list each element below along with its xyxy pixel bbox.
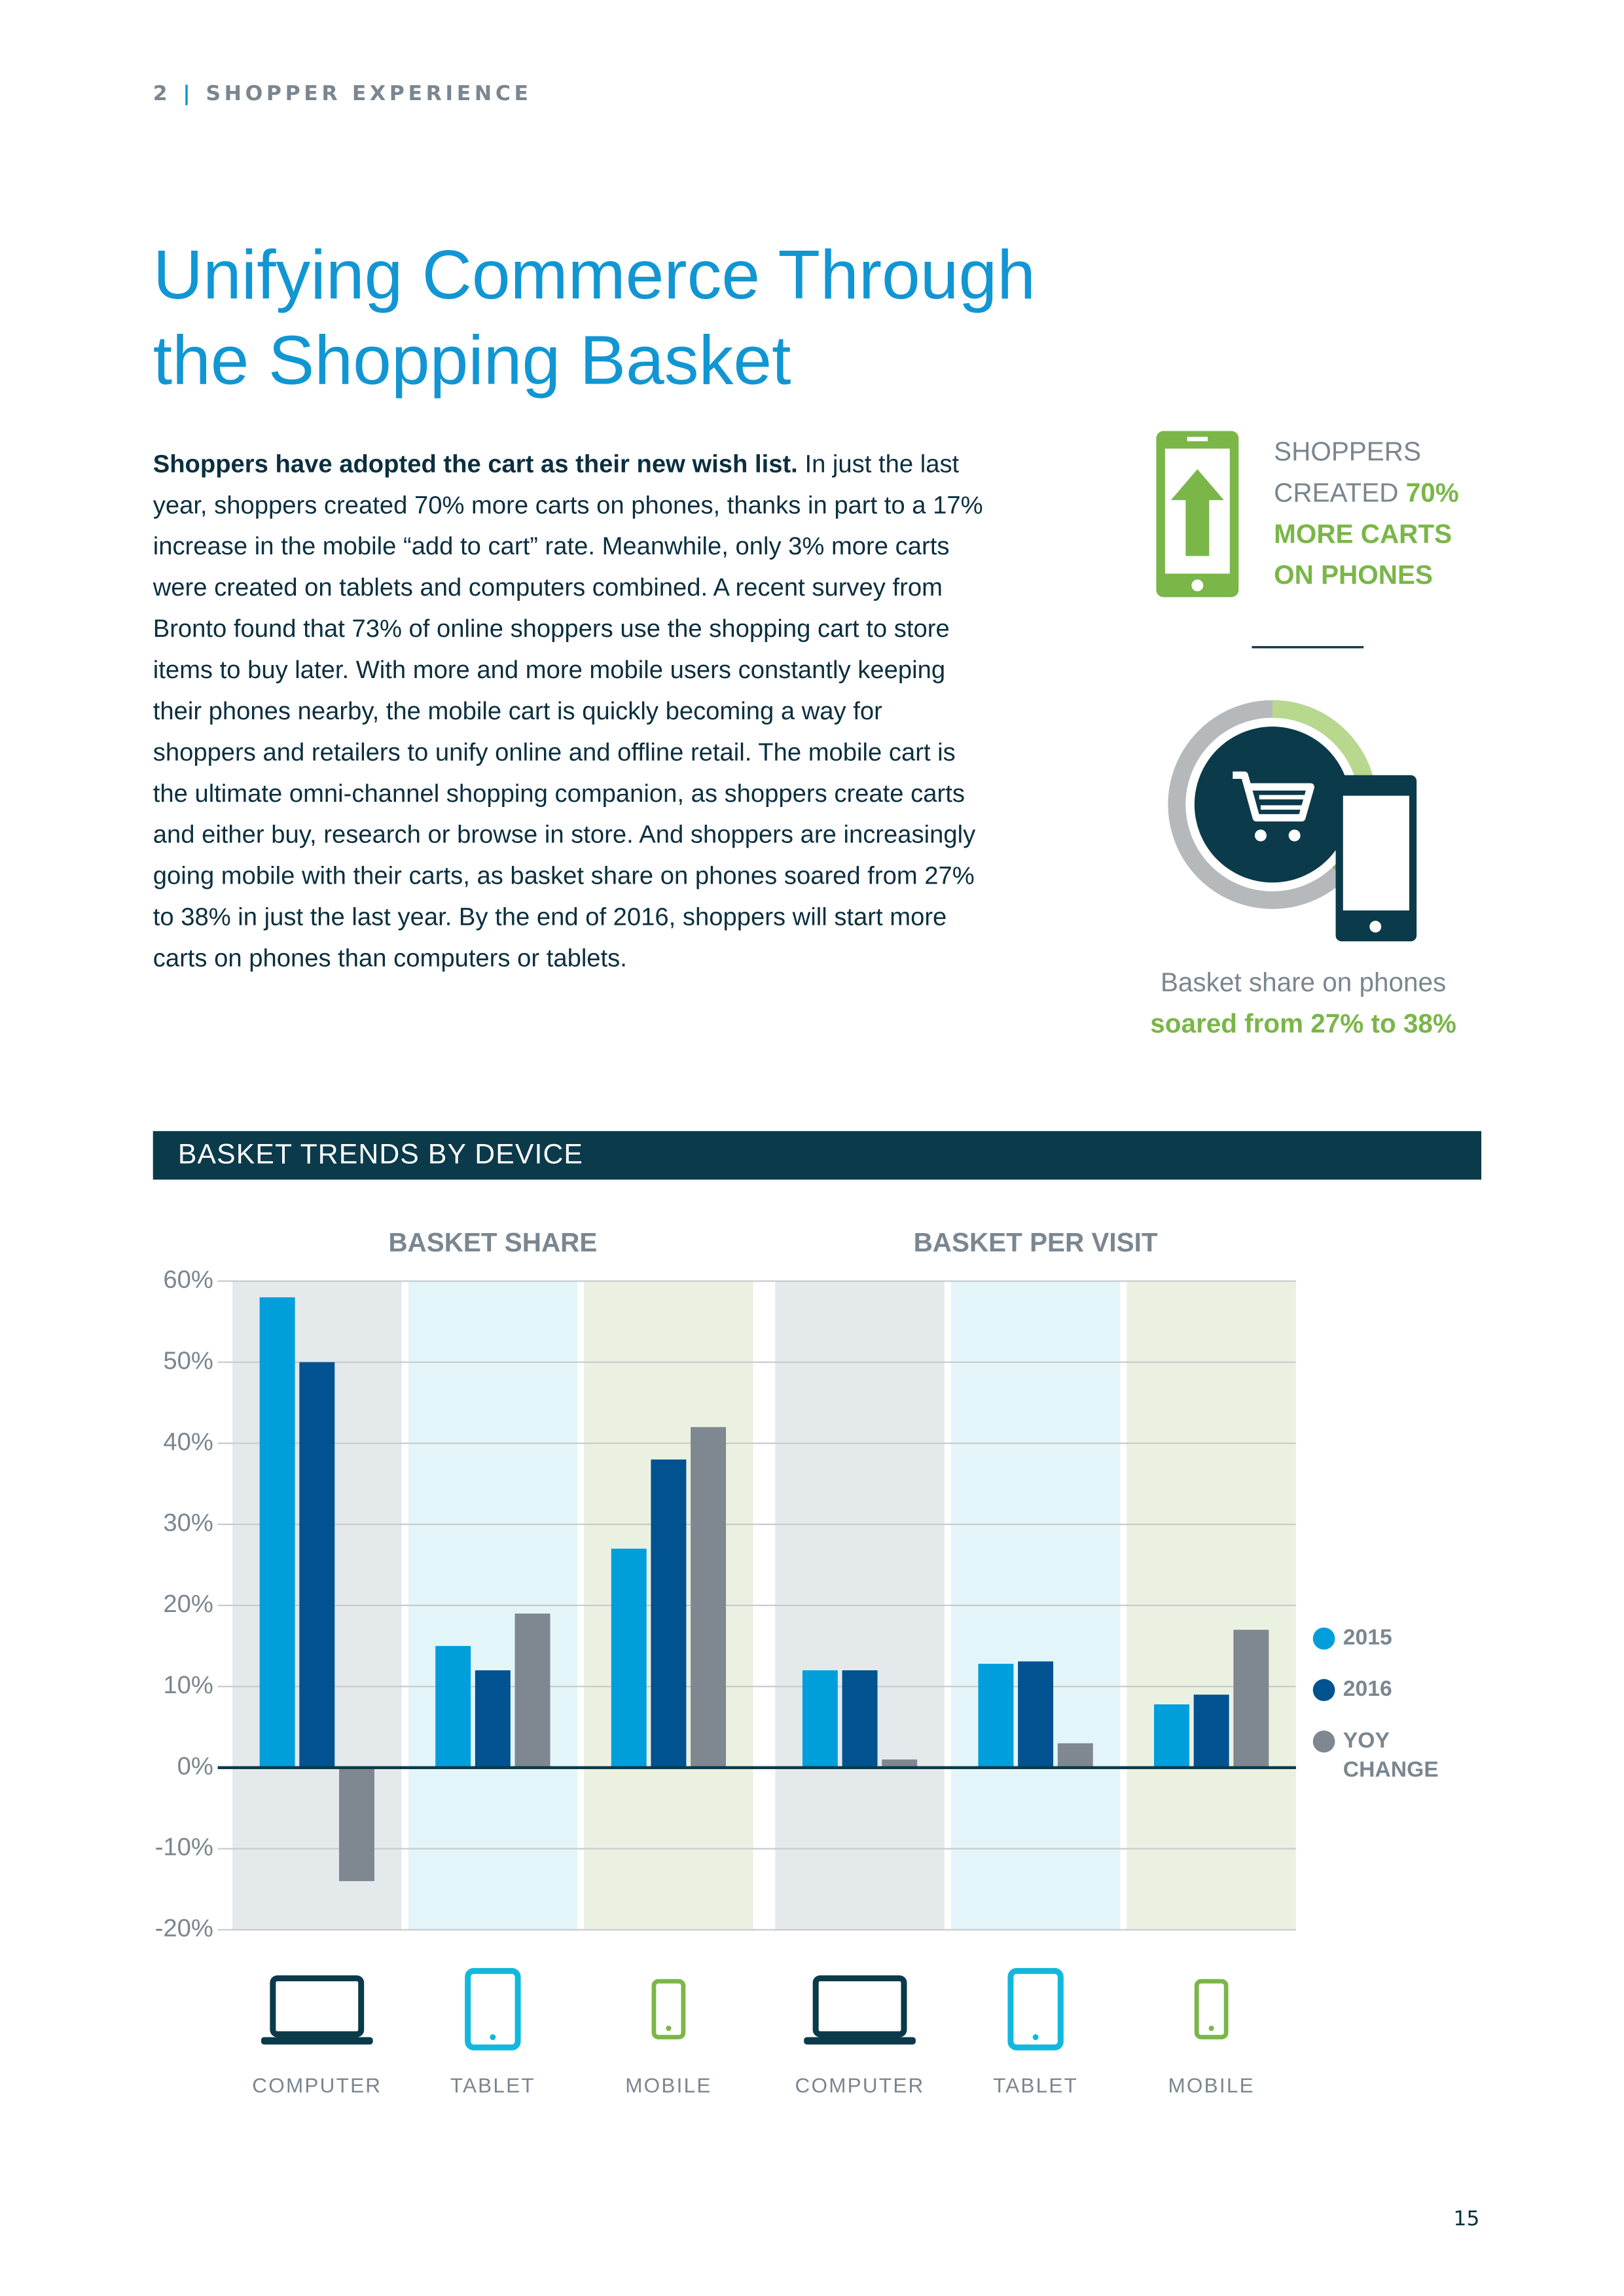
group-label: BASKET PER VISIT (914, 1227, 1158, 1257)
bar (1233, 1630, 1269, 1768)
bar (882, 1759, 918, 1768)
x-tick-label: COMPUTER (252, 2074, 382, 2097)
section-number: 2 (153, 82, 171, 106)
legend-label: 2016 (1343, 1676, 1392, 1701)
chart: -20% -10% 0% 10% 20% 30% 40% 50% 60% BASKET SHARE… (155, 1227, 1439, 2097)
bar (1193, 1695, 1229, 1768)
phone-icon (1156, 431, 1239, 598)
section-bar: BASKET TRENDS BY DEVICE (153, 1131, 1482, 1180)
bar (1018, 1661, 1054, 1768)
paragraph: In just the last year, shoppers created … (153, 450, 983, 973)
callout: SHOPPERS CREATED 70% MORE CARTS ON PHONE… (1274, 431, 1480, 596)
y-tick-label: 10% (163, 1671, 213, 1699)
callout: Basket share on phones soared from 27% to… (1118, 962, 1489, 1045)
x-tick-label: TABLET (450, 2074, 535, 2097)
y-tick-label: 30% (163, 1509, 213, 1537)
legend-label: 2015 (1343, 1624, 1392, 1649)
section-bar-title: BASKET TRENDS BY DEVICE (177, 1139, 584, 1171)
mobile-icon (651, 1979, 686, 2039)
header: 2 | SHOPPER EXPERIENCE (153, 82, 532, 106)
y-tick-label: 60% (163, 1265, 213, 1293)
computer-icon (812, 1975, 907, 2037)
y-tick-label: 20% (163, 1590, 213, 1618)
x-tick-label: MOBILE (625, 2074, 712, 2097)
y-tick-label: -20% (155, 1914, 213, 1943)
computer-icon (261, 2037, 373, 2045)
callout-text: SHOPPERS CREATED (1274, 437, 1421, 508)
bar (611, 1549, 647, 1768)
x-tick-label: MOBILE (1168, 2074, 1254, 2097)
bar (978, 1664, 1014, 1768)
callout-highlight: 70% MORE CARTS ON PHONES (1274, 478, 1459, 590)
callout-highlight: soared from 27% to 38% (1150, 1009, 1456, 1039)
legend-swatch (1312, 1730, 1335, 1753)
tablet-icon (490, 2034, 496, 2041)
bar (259, 1297, 295, 1768)
title: Unifying Commerce Through the Shopping B… (153, 232, 1036, 403)
title-line: Unifying Commerce Through (153, 235, 1036, 314)
bar (339, 1767, 374, 1882)
bar (475, 1670, 511, 1768)
title-line: the Shopping Basket (153, 320, 791, 399)
legend-label: YOY CHANGE (1343, 1728, 1439, 1782)
body-text: Shoppers have adopted the cart as their … (153, 444, 992, 980)
bar (435, 1645, 471, 1768)
x-tick-label: COMPUTER (795, 2074, 925, 2097)
tablet-icon (1007, 1967, 1064, 2051)
bar (651, 1459, 687, 1768)
tablet-icon (1032, 2034, 1039, 2041)
group-label: BASKET SHARE (388, 1227, 597, 1257)
y-tick-label: -10% (155, 1833, 213, 1861)
bar (691, 1427, 727, 1768)
bar (299, 1362, 335, 1768)
mobile-icon (1208, 2025, 1214, 2032)
y-tick-label: 50% (163, 1346, 213, 1374)
mobile-icon (666, 2025, 672, 2032)
legend-swatch (1312, 1627, 1335, 1650)
cart-donut-icon (1168, 700, 1417, 942)
bar (1154, 1704, 1189, 1768)
bar (842, 1670, 878, 1768)
y-tick-label: 0% (177, 1752, 213, 1780)
separator: | (183, 82, 194, 106)
mobile-icon (1194, 1979, 1229, 2039)
bar (1057, 1743, 1093, 1768)
x-tick-label: TABLET (993, 2074, 1078, 2097)
computer-icon (804, 2037, 916, 2045)
tablet-icon (465, 1967, 521, 2051)
page-number: 15 (1453, 2208, 1480, 2232)
lead: Shoppers have adopted the cart as their … (153, 450, 798, 478)
legend-swatch (1312, 1679, 1335, 1702)
section-name: SHOPPER EXPERIENCE (206, 82, 532, 106)
computer-icon (270, 1975, 365, 2037)
bar (802, 1670, 838, 1768)
bar (514, 1613, 550, 1768)
y-tick-label: 40% (163, 1427, 213, 1456)
callout-text: Basket share on phones (1160, 967, 1447, 997)
